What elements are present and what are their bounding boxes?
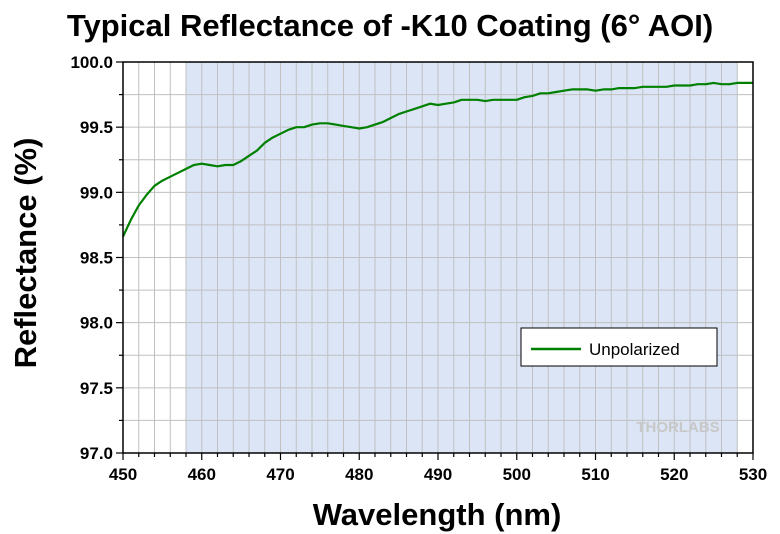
x-tick-label: 490 [424, 465, 452, 484]
x-tick-label: 460 [188, 465, 216, 484]
chart-title: Typical Reflectance of -K10 Coating (6° … [67, 8, 713, 43]
grid-lines [123, 62, 753, 453]
y-tick-label: 99.0 [80, 183, 113, 202]
x-tick-label: 470 [266, 465, 294, 484]
y-tick-label: 97.5 [80, 379, 113, 398]
axis-ticks [116, 61, 754, 460]
legend: Unpolarized [520, 327, 718, 367]
x-tick-label: 450 [109, 465, 137, 484]
x-tick-label: 500 [503, 465, 531, 484]
series-line-unpolarized [122, 81, 753, 238]
y-tick-label: 97.0 [80, 444, 113, 463]
legend-box [520, 327, 718, 367]
y-tick-label: 99.5 [80, 118, 113, 137]
x-tick-label: 520 [660, 465, 688, 484]
y-tick-label: 98.0 [80, 314, 113, 333]
series-layer [122, 81, 753, 238]
y-axis-tick-labels: 97.0 97.5 98.0 98.5 99.0 99.5 100.0 [70, 53, 113, 463]
y-tick-label: 100.0 [70, 53, 113, 72]
x-tick-label: 530 [739, 465, 767, 484]
legend-label-unpolarized: Unpolarized [589, 340, 680, 359]
x-axis-title: Wavelength (nm) [313, 497, 562, 532]
y-tick-label: 98.5 [80, 249, 113, 268]
x-axis-tick-labels: 450 460 470 480 490 500 510 520 530 [109, 465, 767, 484]
y-axis-title: Reflectance (%) [8, 138, 43, 369]
thorlabs-watermark: THORLABS [636, 419, 719, 436]
x-tick-label: 480 [345, 465, 373, 484]
x-tick-label: 510 [581, 465, 609, 484]
